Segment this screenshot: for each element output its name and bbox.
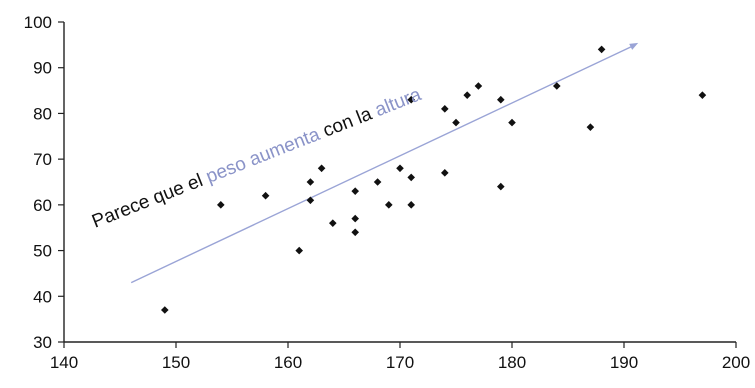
data-point	[474, 82, 483, 90]
data-point	[306, 178, 315, 186]
x-tick-label: 150	[162, 353, 190, 372]
axes	[63, 22, 736, 343]
x-tick-label: 180	[498, 353, 526, 372]
data-point	[407, 173, 415, 182]
x-tick-label: 200	[722, 353, 750, 372]
y-tick-label: 100	[24, 13, 52, 32]
y-tick-label: 70	[33, 150, 52, 169]
y-axis-ticks: 30 40 50 60 70 80 90 100	[24, 13, 64, 352]
x-tick-label: 160	[274, 353, 302, 372]
y-tick-label: 50	[33, 242, 52, 261]
y-tick-label: 90	[33, 59, 52, 78]
data-point	[441, 105, 449, 113]
data-point	[261, 191, 270, 200]
annotation-segment: con la	[315, 102, 380, 144]
x-tick-label: 140	[50, 353, 78, 372]
x-tick-label: 170	[386, 353, 414, 372]
data-point	[441, 169, 449, 177]
data-point	[161, 306, 169, 314]
data-point	[351, 214, 359, 223]
y-tick-label: 80	[33, 104, 52, 123]
data-point	[497, 95, 505, 104]
data-point	[553, 82, 561, 90]
x-tick-label: 190	[610, 353, 638, 372]
data-point	[452, 118, 460, 127]
data-points	[161, 45, 707, 314]
data-point	[385, 201, 393, 209]
annotation-segment: peso aumenta	[203, 124, 323, 188]
data-point	[295, 246, 303, 255]
y-tick-label: 60	[33, 196, 52, 215]
trend-arrowhead	[629, 42, 639, 50]
data-point	[306, 196, 315, 205]
data-point	[407, 201, 415, 209]
data-point	[463, 91, 471, 99]
data-point	[597, 45, 606, 54]
data-point	[407, 95, 415, 104]
annotation-segment: Parece que el	[89, 168, 211, 232]
y-tick-label: 30	[33, 333, 52, 352]
data-point	[351, 228, 359, 237]
data-point	[373, 178, 382, 186]
trend-annotation: Parece que el peso aumenta con la altura	[89, 84, 424, 233]
data-point	[329, 219, 337, 227]
data-point	[497, 182, 505, 191]
data-point	[217, 201, 225, 209]
data-point	[508, 118, 516, 127]
y-tick-label: 40	[33, 287, 52, 306]
trend-line	[130, 44, 636, 284]
data-point	[586, 123, 595, 131]
data-point	[317, 164, 326, 173]
trend-line-group	[130, 42, 639, 284]
data-point	[698, 91, 707, 99]
data-point	[351, 187, 359, 195]
data-point	[396, 164, 404, 173]
x-axis-ticks: 140 150 160 170 180 190 200	[50, 342, 750, 372]
annotation-segment: altura	[372, 84, 424, 121]
